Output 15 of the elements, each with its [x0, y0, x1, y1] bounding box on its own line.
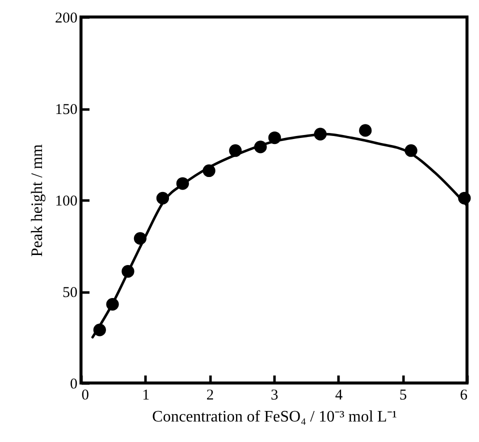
y-tick-label: 0 — [70, 376, 78, 392]
x-tick-label: 4 — [335, 388, 344, 404]
y-tick-label: 50 — [62, 285, 78, 301]
x-tick-label: 0 — [82, 388, 89, 404]
y-tick-label: 150 — [55, 102, 78, 118]
x-tick-label: 2 — [206, 388, 214, 404]
point — [359, 124, 372, 137]
x-tick-label: 3 — [270, 388, 278, 404]
x-tick-label: 1 — [142, 388, 150, 404]
y-tick-label: 100 — [55, 194, 78, 210]
x-axis-title: Concentration of FeSO₄ / 10⁻³ mol L⁻¹ — [152, 408, 398, 426]
y-tick-label: 200 — [55, 10, 78, 26]
y-axis-title: Peak height / mm — [29, 144, 46, 257]
x-tick-label: 6 — [460, 388, 468, 404]
x-tick-label: 5 — [399, 388, 407, 404]
